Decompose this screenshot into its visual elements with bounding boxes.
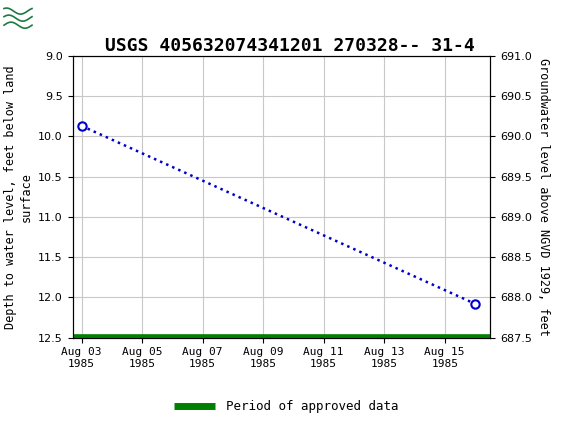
Y-axis label: Depth to water level, feet below land
surface: Depth to water level, feet below land su…: [5, 65, 32, 329]
Y-axis label: Groundwater level above NGVD 1929, feet: Groundwater level above NGVD 1929, feet: [537, 58, 550, 336]
Text: USGS: USGS: [38, 8, 106, 28]
Text: USGS 405632074341201 270328-- 31-4: USGS 405632074341201 270328-- 31-4: [105, 37, 475, 55]
Text: Period of approved data: Period of approved data: [226, 400, 398, 413]
FancyBboxPatch shape: [3, 3, 33, 32]
